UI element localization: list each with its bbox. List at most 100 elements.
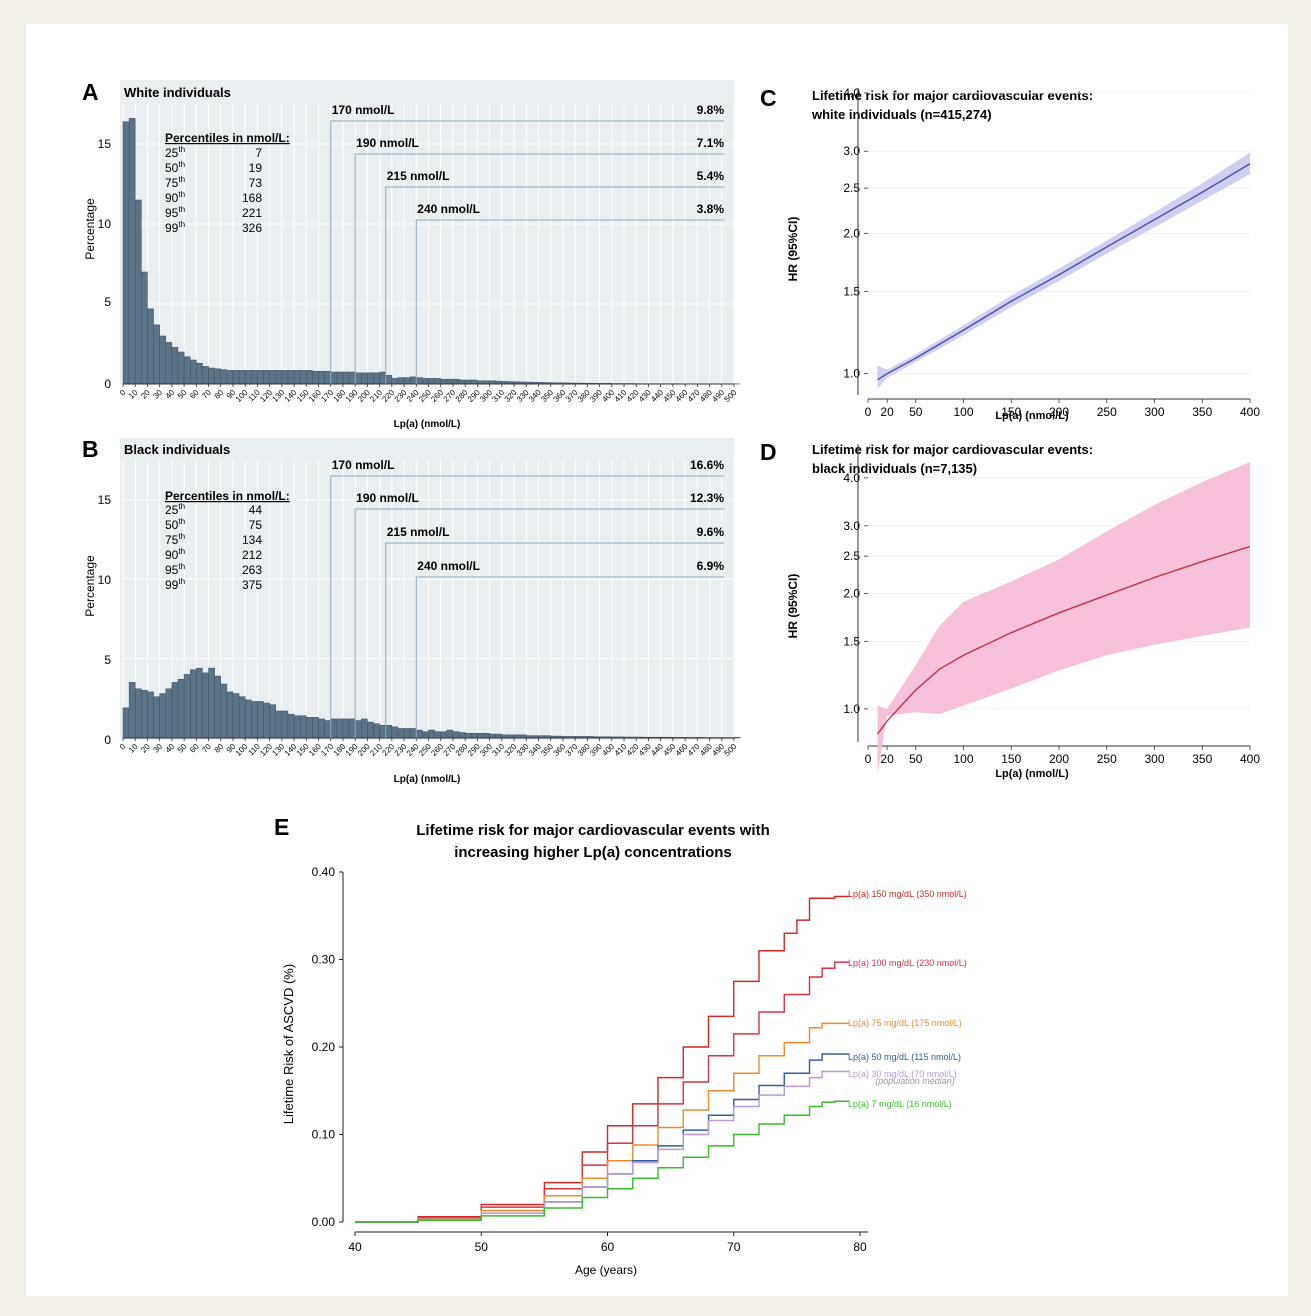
- percentile-row-label: 95th: [165, 562, 185, 577]
- percentile-row-value: 212: [242, 548, 262, 562]
- x-tick-label: 400: [1240, 405, 1260, 419]
- histogram-bar: [232, 693, 240, 739]
- confidence-band: [877, 461, 1250, 774]
- x-tick-label: 250: [1097, 752, 1117, 766]
- y-tick-label: 2.0: [843, 226, 860, 240]
- percentile-row-label: 75th: [165, 175, 185, 190]
- histogram-bar: [361, 718, 368, 739]
- histogram-bar: [244, 699, 252, 739]
- histogram-bar: [165, 342, 173, 385]
- histogram-bar: [336, 371, 344, 385]
- percentile-row-value: 73: [249, 176, 263, 190]
- reference-label: 190 nmol/L: [356, 491, 419, 505]
- bars-b: [122, 667, 741, 739]
- histogram-bar: [263, 702, 270, 739]
- panel-c: C Lifetime risk for major cardiovascular…: [760, 85, 1260, 422]
- histogram-bar: [342, 371, 350, 385]
- x-tick-label: 50: [909, 405, 923, 419]
- histogram-bar: [391, 378, 399, 385]
- reference-percentage: 9.6%: [697, 525, 725, 539]
- histogram-bar: [147, 691, 154, 739]
- x-tick-label: 200: [1049, 405, 1069, 419]
- histogram-bar: [440, 378, 448, 385]
- panel-b-title: Black individuals: [124, 442, 230, 457]
- percentile-row-label: 99th: [165, 220, 185, 235]
- histogram-bar: [422, 378, 429, 385]
- histogram-bar: [275, 710, 283, 739]
- reference-percentage: 3.8%: [697, 202, 725, 216]
- percentile-header-b: Percentiles in nmol/L:: [165, 489, 290, 503]
- panel-d: D Lifetime risk for major cardiovascular…: [760, 439, 1260, 780]
- histogram-bar: [373, 723, 380, 739]
- histogram-bar: [263, 370, 270, 385]
- histogram-bar: [269, 370, 276, 385]
- risk-curve: [355, 895, 849, 1223]
- histogram-bar: [251, 701, 258, 739]
- histogram-bar: [324, 370, 331, 385]
- histogram-bar: [141, 690, 148, 739]
- histogram-bar: [159, 693, 167, 739]
- histogram-bar: [238, 370, 246, 385]
- histogram-bar: [141, 271, 148, 385]
- plot-area-a: [120, 80, 734, 384]
- y-axis-label-a: Percentage: [83, 198, 97, 260]
- histogram-bar: [208, 367, 215, 385]
- histogram-bar: [171, 682, 179, 739]
- histogram-bar: [483, 732, 490, 739]
- histogram-bar: [409, 728, 417, 739]
- x-axis-label-c: Lp(a) (nmol/L): [995, 410, 1069, 422]
- histogram-bar: [367, 372, 374, 385]
- plot-area-e: 0.00 0.10 0.20 0.30 0.40 40 50 60 70 80 Lp(a) 150 …: [312, 865, 967, 1254]
- histogram-bar: [128, 118, 136, 385]
- percentile-table-a: Percentiles in nmol/L: 25th 7 50th 19 75th 73…: [165, 131, 290, 235]
- histogram-bar: [306, 717, 313, 739]
- percentile-row-value: 19: [249, 161, 263, 175]
- histogram-bar: [477, 732, 484, 739]
- y-tick-label: 2.5: [843, 181, 860, 195]
- series-label: Lp(a) 7 mg/dL (16 nmol/L): [848, 1099, 952, 1109]
- y-tick-b-15: 15: [98, 493, 112, 507]
- histogram-bar: [220, 683, 228, 739]
- histogram-bar: [134, 199, 142, 385]
- y-tick-b-5: 5: [104, 653, 111, 667]
- panel-d-title-line1: Lifetime risk for major cardiovascular e…: [812, 442, 1093, 457]
- histogram-bar: [434, 378, 441, 385]
- reference-label: 170 nmol/L: [332, 458, 395, 472]
- y-tick-a-10: 10: [98, 217, 112, 231]
- x-tick-label: 0: [118, 388, 128, 398]
- histogram-bar: [330, 718, 338, 739]
- y-tick-label: 0.10: [312, 1128, 336, 1142]
- percentile-row-value: 7: [255, 146, 262, 160]
- histogram-bar: [318, 718, 325, 739]
- histogram-bar: [171, 346, 179, 385]
- percentile-row-label: 25th: [165, 145, 185, 160]
- x-tick-label: 20: [880, 405, 894, 419]
- reference-line: [354, 153, 724, 384]
- series-label: Lp(a) 100 mg/dL (230 nmol/L): [848, 958, 967, 968]
- x-axis-label-e: Age (years): [575, 1263, 637, 1277]
- histogram-bar: [281, 710, 289, 739]
- reference-lines-b: 170 nmol/L 16.6% 190 nmol/L 12.3% 215 nmol/L…: [330, 458, 725, 738]
- histogram-bar: [299, 715, 307, 739]
- x-tick-label: 350: [1192, 752, 1212, 766]
- histogram-bar: [403, 377, 411, 385]
- panel-letter-a: A: [82, 79, 99, 105]
- y-tick-label: 4.0: [843, 471, 860, 485]
- reference-line: [415, 576, 724, 738]
- histogram-bar: [287, 370, 295, 385]
- x-tick-label: 300: [1144, 405, 1164, 419]
- histogram-bar: [458, 732, 466, 739]
- panel-letter-c: C: [760, 85, 777, 111]
- risk-curve: [355, 961, 849, 1223]
- histogram-bar: [293, 370, 301, 385]
- histogram-bar: [458, 379, 466, 385]
- x-tick-label: 100: [953, 405, 973, 419]
- x-tick-label: 20: [880, 752, 894, 766]
- histogram-bar: [464, 379, 472, 385]
- x-tick-label: 70: [727, 1240, 741, 1254]
- x-tick-label: 350: [1192, 405, 1212, 419]
- x-ticks-a: 0 10 20 30 40 50 60 70 80 90100110120130140150160…: [118, 384, 739, 404]
- histogram-bar: [471, 379, 478, 385]
- histogram-bar: [416, 729, 423, 739]
- histogram-bar: [495, 733, 503, 739]
